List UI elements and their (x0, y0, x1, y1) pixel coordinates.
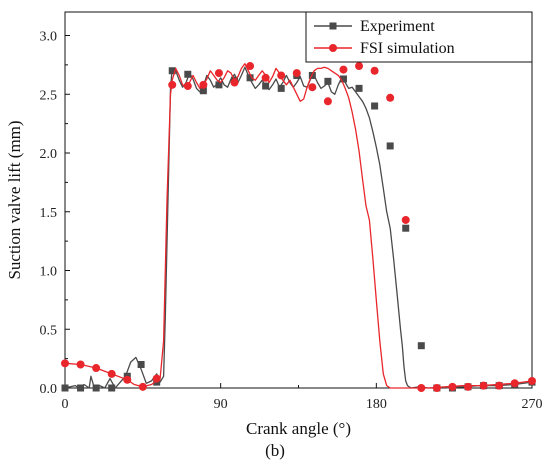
chart: 0.0 0.5 1.0 1.5 2.0 2.5 3.0 0 90 180 270 Suction … (5, 11, 543, 438)
data-point (137, 361, 145, 368)
data-point (92, 384, 100, 392)
data-point (386, 142, 394, 150)
plot-border (64, 11, 533, 389)
data-point (199, 87, 207, 95)
series-line (64, 63, 533, 389)
data-point (308, 83, 317, 92)
data-point (183, 82, 192, 91)
legend-label: FSI simulation (360, 40, 455, 57)
data-point (448, 382, 457, 391)
data-point (184, 70, 192, 78)
y-tick-label: 1.5 (40, 206, 58, 221)
data-point (61, 384, 69, 392)
x-tick-label: 0 (62, 397, 69, 412)
legend-label: Experiment (360, 18, 435, 35)
data-point (528, 376, 536, 385)
panel-label: (b) (265, 441, 285, 460)
data-point (277, 84, 285, 92)
data-point (230, 78, 239, 87)
y-axis: 0.0 0.5 1.0 1.5 2.0 2.5 3.0 (40, 30, 70, 397)
data-point (277, 71, 286, 80)
data-point (262, 82, 270, 90)
data-point (371, 102, 379, 110)
data-point (417, 342, 425, 350)
data-point (92, 364, 101, 373)
legend-item: FSI simulation (314, 40, 455, 57)
data-point (77, 384, 85, 392)
data-point (246, 74, 254, 82)
legend-box (305, 11, 533, 63)
data-point (261, 73, 270, 82)
data-point (355, 62, 364, 71)
data-point (214, 69, 223, 78)
series-layer (61, 62, 536, 392)
data-point (386, 93, 395, 102)
data-point (138, 382, 147, 391)
series-experiment (61, 66, 536, 392)
legend-marker (329, 22, 337, 30)
data-point (324, 77, 332, 85)
data-point (152, 374, 161, 383)
legend-item: Experiment (314, 18, 435, 35)
plot-frame (64, 11, 533, 389)
x-tick-label: 180 (366, 397, 387, 412)
data-point (168, 80, 177, 89)
data-point (510, 379, 519, 388)
data-point (108, 384, 116, 392)
legend: Experiment FSI simulation (305, 11, 533, 63)
y-axis-label: Suction valve lift (mm) (5, 120, 24, 279)
y-tick-label: 2.0 (40, 147, 58, 162)
data-point (479, 381, 488, 390)
data-point (215, 81, 223, 89)
legend-marker (329, 44, 337, 52)
data-point (199, 80, 208, 89)
x-axis-label: Crank angle (°) (246, 419, 351, 438)
series-fsi-simulation (61, 62, 536, 392)
data-point (417, 384, 426, 392)
data-point (107, 369, 116, 378)
data-point (401, 215, 410, 224)
data-point (61, 359, 69, 368)
y-tick-label: 2.5 (40, 88, 58, 103)
y-tick-label: 3.0 (40, 30, 58, 45)
data-point (323, 97, 332, 106)
data-point (76, 360, 85, 369)
data-point (168, 67, 176, 75)
x-tick-label: 90 (214, 397, 228, 412)
data-point (339, 65, 348, 74)
data-point (123, 375, 132, 384)
data-point (246, 62, 255, 71)
data-point (464, 382, 473, 391)
x-axis: 0 90 180 270 (62, 383, 543, 412)
x-tick-label: 270 (522, 397, 543, 412)
data-point (432, 384, 441, 392)
data-point (402, 224, 410, 232)
data-point (370, 66, 379, 75)
y-tick-label: 0.5 (40, 323, 58, 338)
data-point (355, 84, 363, 92)
y-tick-label: 1.0 (40, 265, 58, 280)
data-point (495, 381, 504, 390)
data-point (339, 75, 347, 83)
y-tick-label: 0.0 (40, 382, 58, 397)
data-point (292, 69, 301, 78)
series-line (64, 66, 533, 389)
